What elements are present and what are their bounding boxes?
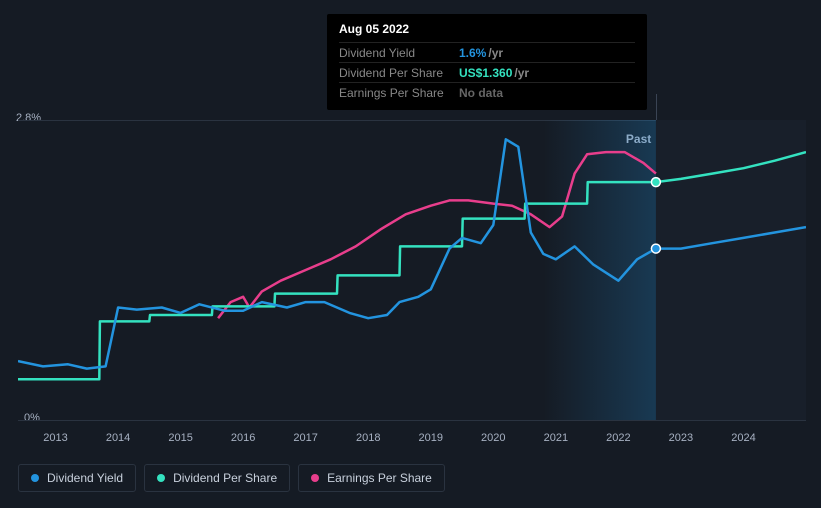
- legend-label: Dividend Yield: [47, 471, 123, 485]
- legend-item[interactable]: Dividend Yield: [18, 464, 136, 492]
- legend-dot: [311, 474, 319, 482]
- tooltip-row: Dividend Per ShareUS$1.360/yr: [339, 62, 635, 82]
- x-axis-label: 2017: [293, 432, 317, 444]
- tooltip-row-value: No data: [459, 84, 505, 102]
- tooltip-row-unit: /yr: [488, 46, 503, 60]
- tooltip-row-value: 1.6%/yr: [459, 44, 503, 62]
- legend-item[interactable]: Earnings Per Share: [298, 464, 445, 492]
- x-axis-label: 2024: [731, 432, 755, 444]
- x-axis-label: 2021: [544, 432, 568, 444]
- x-axis-label: 2019: [419, 432, 443, 444]
- tooltip-row: Dividend Yield1.6%/yr: [339, 42, 635, 62]
- x-axis-label: 2013: [43, 432, 67, 444]
- chart-legend: Dividend Yield Dividend Per Share Earnings…: [18, 464, 445, 492]
- tooltip-row: Earnings Per ShareNo data: [339, 82, 635, 102]
- x-axis-label: 2023: [669, 432, 693, 444]
- legend-dot: [31, 474, 39, 482]
- chart-tooltip: Aug 05 2022 Dividend Yield1.6%/yrDividen…: [327, 14, 647, 110]
- x-axis-label: 2016: [231, 432, 255, 444]
- tooltip-date: Aug 05 2022: [339, 22, 635, 36]
- legend-item[interactable]: Dividend Per Share: [144, 464, 290, 492]
- tooltip-row-label: Earnings Per Share: [339, 84, 459, 102]
- x-axis-label: 2022: [606, 432, 630, 444]
- marker-dividend_per_share: [651, 178, 660, 187]
- legend-label: Dividend Per Share: [173, 471, 277, 485]
- x-axis-label: 2015: [168, 432, 192, 444]
- legend-label: Earnings Per Share: [327, 471, 432, 485]
- tooltip-row-label: Dividend Per Share: [339, 64, 459, 82]
- tooltip-row-value: US$1.360/yr: [459, 64, 529, 82]
- marker-dividend_yield: [651, 244, 660, 253]
- tooltip-row-label: Dividend Yield: [339, 44, 459, 62]
- tooltip-row-unit: /yr: [514, 66, 529, 80]
- x-axis-label: 2018: [356, 432, 380, 444]
- x-axis-label: 2020: [481, 432, 505, 444]
- legend-dot: [157, 474, 165, 482]
- x-axis-label: 2014: [106, 432, 130, 444]
